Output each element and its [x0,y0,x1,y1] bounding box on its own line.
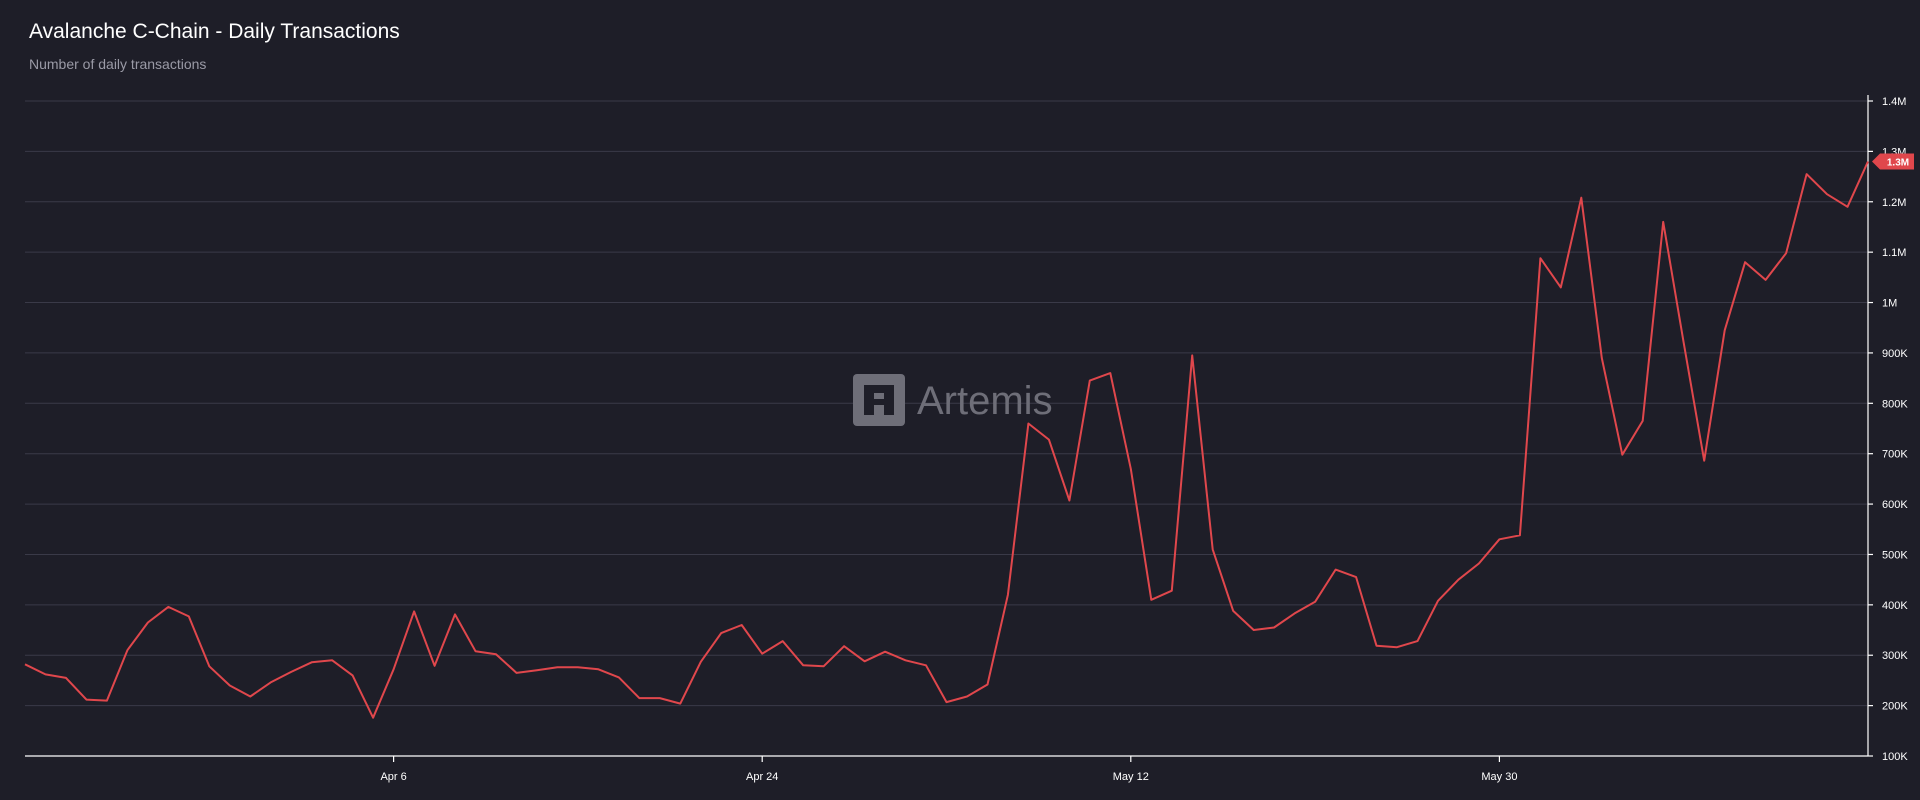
last-value-badge: 1.3M [1872,153,1914,170]
chart-title: Avalanche C-Chain - Daily Transactions [29,20,400,43]
artemis-watermark: Artemis [853,374,1053,426]
y-tick-label: 700K [1882,449,1908,461]
y-tick-label: 900K [1882,348,1908,360]
y-tick-label: 1.4M [1882,96,1906,108]
y-tick-label: 1.2M [1882,197,1906,209]
x-tick-label: Apr 24 [746,771,778,783]
y-tick-label: 400K [1882,600,1908,612]
grid-lines [25,100,1868,757]
y-tick-label: 100K [1882,751,1908,763]
watermark-text: Artemis [917,379,1053,423]
y-tick-label: 1.1M [1882,247,1906,259]
last-value-label: 1.3M [1887,157,1909,168]
y-tick-label: 600K [1882,499,1908,511]
x-tick-label: May 30 [1481,771,1517,783]
y-tick-label: 1M [1882,298,1897,310]
y-tick-label: 300K [1882,650,1908,662]
x-tick-label: May 12 [1113,771,1149,783]
x-tick-label: Apr 6 [380,771,406,783]
y-tick-label: 500K [1882,549,1908,561]
axes: 100K 200K 300K 400K 500K 600K 700K 800K 900K 1M 1.… [25,95,1908,783]
last-value-badge-shape [1872,153,1914,170]
artemis-logo-icon [853,374,905,426]
y-tick-label: 200K [1882,701,1908,713]
y-tick-label: 800K [1882,398,1908,410]
series-layer [24,161,1869,719]
series-line [24,161,1869,719]
chart-subtitle: Number of daily transactions [29,56,207,72]
